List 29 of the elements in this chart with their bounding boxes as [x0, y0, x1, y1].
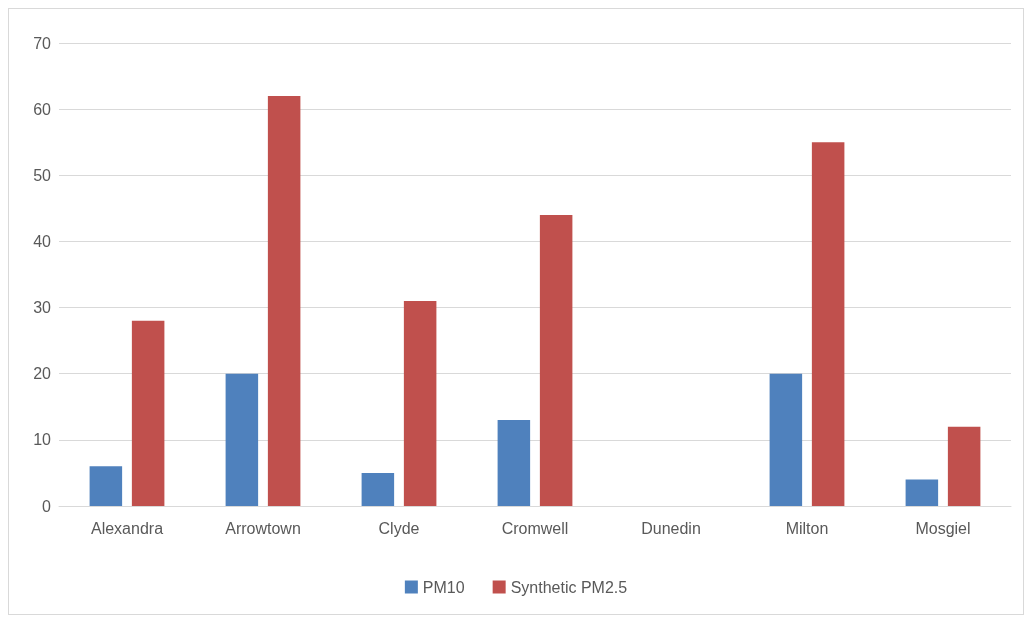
y-tick-label: 50: [33, 166, 52, 184]
bar: [131, 320, 165, 506]
bar: [267, 95, 301, 506]
bar: [497, 420, 531, 506]
bar: [769, 373, 803, 506]
x-tick-label: Mosgiel: [915, 519, 971, 537]
x-tick-label: Arrowtown: [225, 519, 301, 537]
y-tick-label: 40: [33, 232, 52, 250]
y-tick-label: 10: [33, 431, 52, 449]
y-tick-label: 0: [42, 497, 52, 515]
bar: [89, 466, 123, 506]
bar: [905, 479, 939, 506]
bar: [225, 373, 259, 506]
x-tick-label: Cromwell: [501, 519, 569, 537]
bar: [539, 214, 573, 506]
x-tick-label: Clyde: [378, 519, 420, 537]
y-tick-label: 20: [33, 365, 52, 383]
x-tick-label: Milton: [785, 519, 829, 537]
legend-label: PM10: [422, 578, 465, 596]
bar: [361, 472, 395, 506]
bar: [811, 142, 845, 506]
bar: [403, 300, 437, 506]
y-tick-label: 60: [33, 100, 52, 118]
x-tick-label: Dunedin: [641, 519, 701, 537]
y-tick-label: 70: [33, 34, 52, 52]
y-tick-label: 30: [33, 299, 52, 317]
legend-label: Synthetic PM2.5: [510, 578, 628, 596]
bar: [947, 426, 981, 506]
x-tick-label: Alexandra: [90, 519, 164, 537]
